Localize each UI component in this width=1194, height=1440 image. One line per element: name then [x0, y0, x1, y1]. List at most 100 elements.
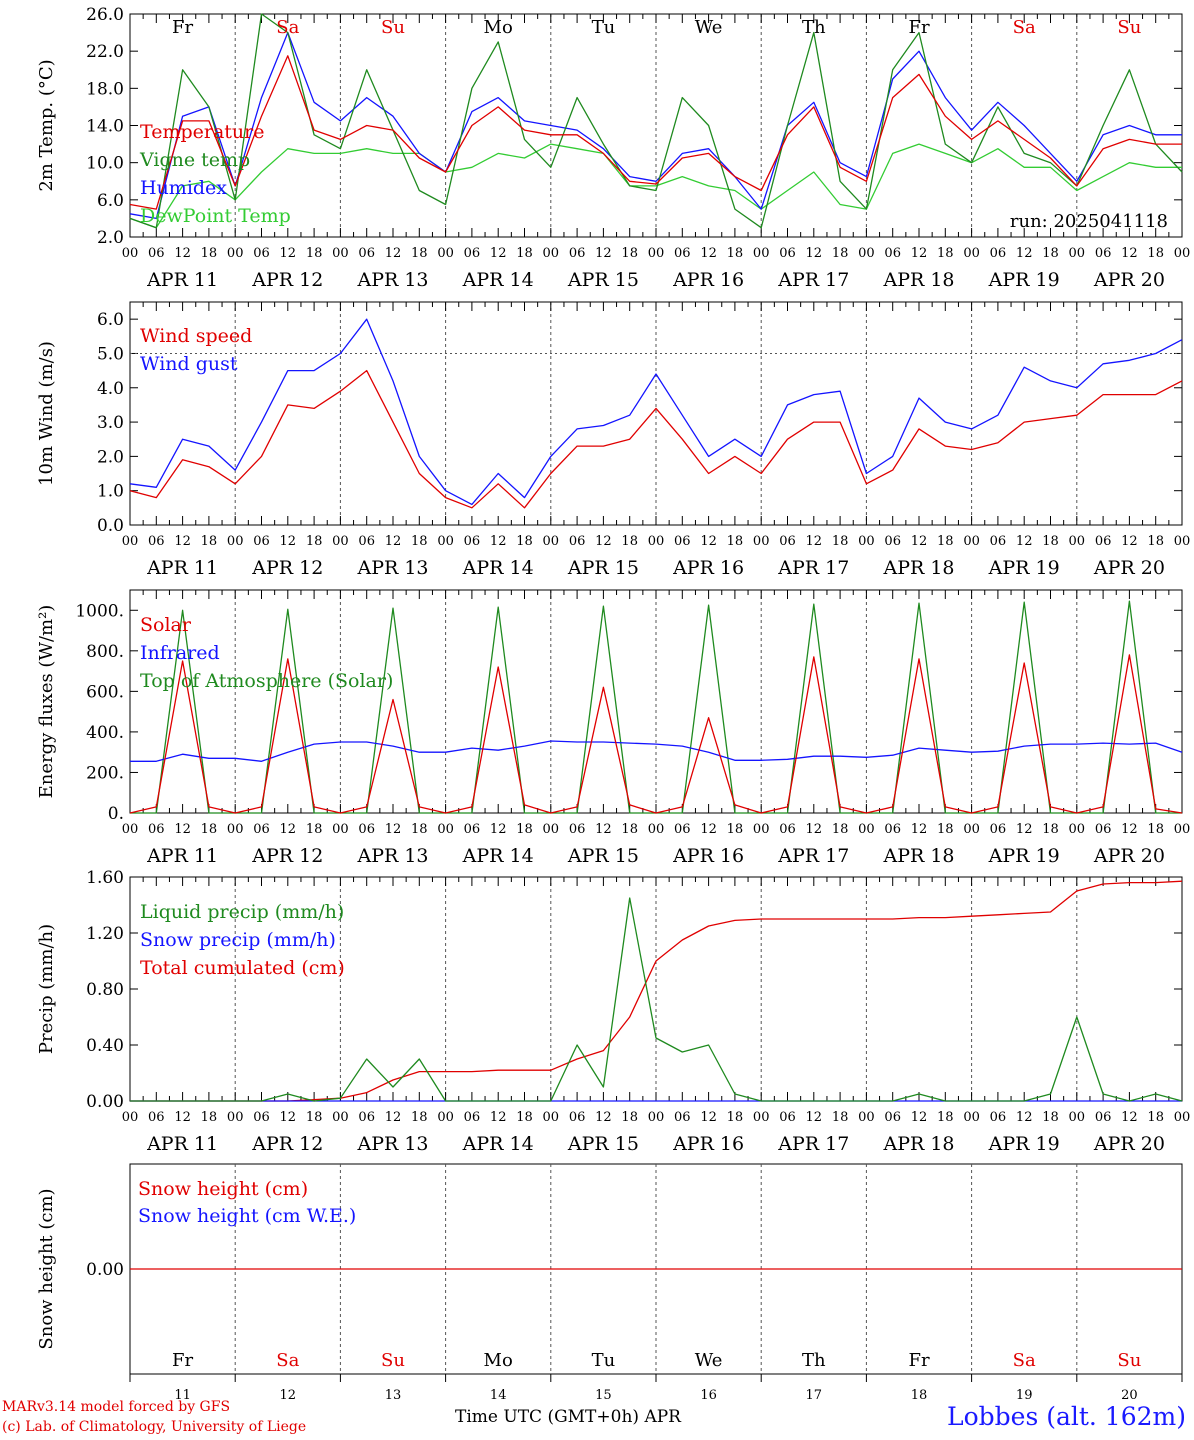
hour-label: 12	[490, 1110, 507, 1125]
hour-label: 06	[148, 1110, 165, 1125]
hour-label: 06	[884, 246, 901, 261]
hour-label: 00	[227, 1110, 244, 1125]
hour-label: 00	[1069, 822, 1086, 837]
date-label: APR 13	[356, 845, 428, 867]
y-tick-label: 400.	[86, 723, 124, 743]
hour-label: 18	[1042, 246, 1059, 261]
hour-label: 00	[437, 822, 454, 837]
hour-label: 00	[858, 822, 875, 837]
legend-entry: Liquid precip (mm/h)	[140, 901, 344, 923]
hour-label: 18	[621, 246, 638, 261]
hour-label: 12	[385, 822, 402, 837]
hour-label: 00	[437, 1110, 454, 1125]
hour-label: 06	[253, 534, 270, 549]
hour-label: 06	[1095, 534, 1112, 549]
hour-label: 12	[911, 246, 928, 261]
legend-entry: Total cumulated (cm)	[140, 957, 345, 979]
hour-label: 06	[569, 246, 586, 261]
hour-label: 12	[595, 1110, 612, 1125]
date-label: APR 11	[146, 845, 218, 867]
date-label: APR 20	[1093, 557, 1165, 579]
weekday-label: Sa	[1013, 17, 1036, 38]
date-label: APR 20	[1093, 1133, 1165, 1155]
hour-label: 18	[832, 534, 849, 549]
weekday-label: Sa	[276, 1350, 299, 1371]
hour-label: 12	[385, 534, 402, 549]
hour-label: 12	[911, 822, 928, 837]
hour-label: 06	[884, 822, 901, 837]
y-tick-label: 1.0	[97, 482, 124, 502]
weekday-label: Su	[1117, 17, 1141, 38]
hour-label: 00	[1069, 246, 1086, 261]
hour-label: 12	[1016, 1110, 1033, 1125]
hour-label: 00	[332, 534, 349, 549]
date-label: APR 20	[1093, 845, 1165, 867]
date-label: APR 16	[672, 557, 744, 579]
hour-label: 12	[1016, 534, 1033, 549]
hour-label: 12	[1121, 1110, 1138, 1125]
hour-label: 12	[280, 1110, 297, 1125]
hour-label: 18	[306, 1110, 323, 1125]
hour-label: 06	[358, 822, 375, 837]
hour-label: 18	[727, 1110, 744, 1125]
day-number: 20	[1121, 1388, 1138, 1403]
hour-label: 12	[700, 822, 717, 837]
hour-label: 18	[937, 1110, 954, 1125]
legend-entry: Solar	[140, 614, 192, 636]
hour-label: 06	[779, 1110, 796, 1125]
hour-label: 00	[1174, 1110, 1191, 1125]
date-label: APR 15	[567, 1133, 639, 1155]
station-name: Lobbes (alt. 162m)	[946, 1402, 1186, 1431]
y-tick-label: 6.0	[97, 310, 124, 330]
hour-label: 00	[963, 822, 980, 837]
day-number: 13	[385, 1388, 402, 1403]
series-line	[130, 880, 1183, 1102]
series-line	[130, 740, 1183, 762]
date-label: APR 11	[146, 1133, 218, 1155]
hour-label: 18	[727, 246, 744, 261]
date-label: APR 17	[777, 557, 849, 579]
hour-label: 12	[806, 1110, 823, 1125]
series-line	[129, 143, 1182, 229]
date-label: APR 19	[988, 557, 1060, 579]
legend-entry: Vigne temp	[139, 149, 250, 171]
series-line	[129, 55, 1182, 210]
hour-label: 00	[648, 246, 665, 261]
hour-label: 00	[122, 246, 139, 261]
hour-label: 18	[411, 246, 428, 261]
date-label: APR 18	[882, 557, 954, 579]
hour-label: 00	[963, 246, 980, 261]
hour-label: 18	[621, 534, 638, 549]
hour-label: 06	[1095, 822, 1112, 837]
hour-label: 12	[1121, 822, 1138, 837]
legend-entry: Top of Atmosphere (Solar)	[140, 670, 393, 692]
y-tick-label: 2.0	[97, 228, 124, 248]
date-label: APR 14	[462, 269, 534, 291]
hour-label: 06	[674, 1110, 691, 1125]
hour-label: 00	[122, 822, 139, 837]
hour-label: 12	[280, 534, 297, 549]
hour-label: 12	[1121, 246, 1138, 261]
panel-5: 0.00 Snow height (cm) Snow height (cm) Snow…	[36, 1163, 1183, 1403]
hour-label: 00	[227, 246, 244, 261]
hour-label: 00	[543, 534, 560, 549]
hour-label: 18	[306, 822, 323, 837]
panel-frame	[129, 301, 1183, 526]
legend-entry: DewPoint Temp	[140, 205, 291, 227]
hour-label: 18	[201, 534, 218, 549]
date-label: APR 12	[251, 269, 323, 291]
date-label: APR 17	[777, 845, 849, 867]
model-credit: MARv3.14 model forced by GFS	[2, 1399, 231, 1415]
date-label: APR 17	[777, 1133, 849, 1155]
hour-label: 00	[858, 534, 875, 549]
y-tick-label: 1.60	[86, 868, 124, 888]
weekday-label: Th	[802, 17, 826, 38]
hour-label: 18	[727, 822, 744, 837]
weekday-label: Tu	[592, 1350, 616, 1371]
y-tick-label: 14.0	[86, 117, 124, 137]
y-tick-label: 0.40	[86, 1036, 124, 1056]
hour-label: 00	[648, 1110, 665, 1125]
hour-label: 12	[490, 246, 507, 261]
date-label: APR 13	[356, 557, 428, 579]
hour-label: 12	[700, 246, 717, 261]
